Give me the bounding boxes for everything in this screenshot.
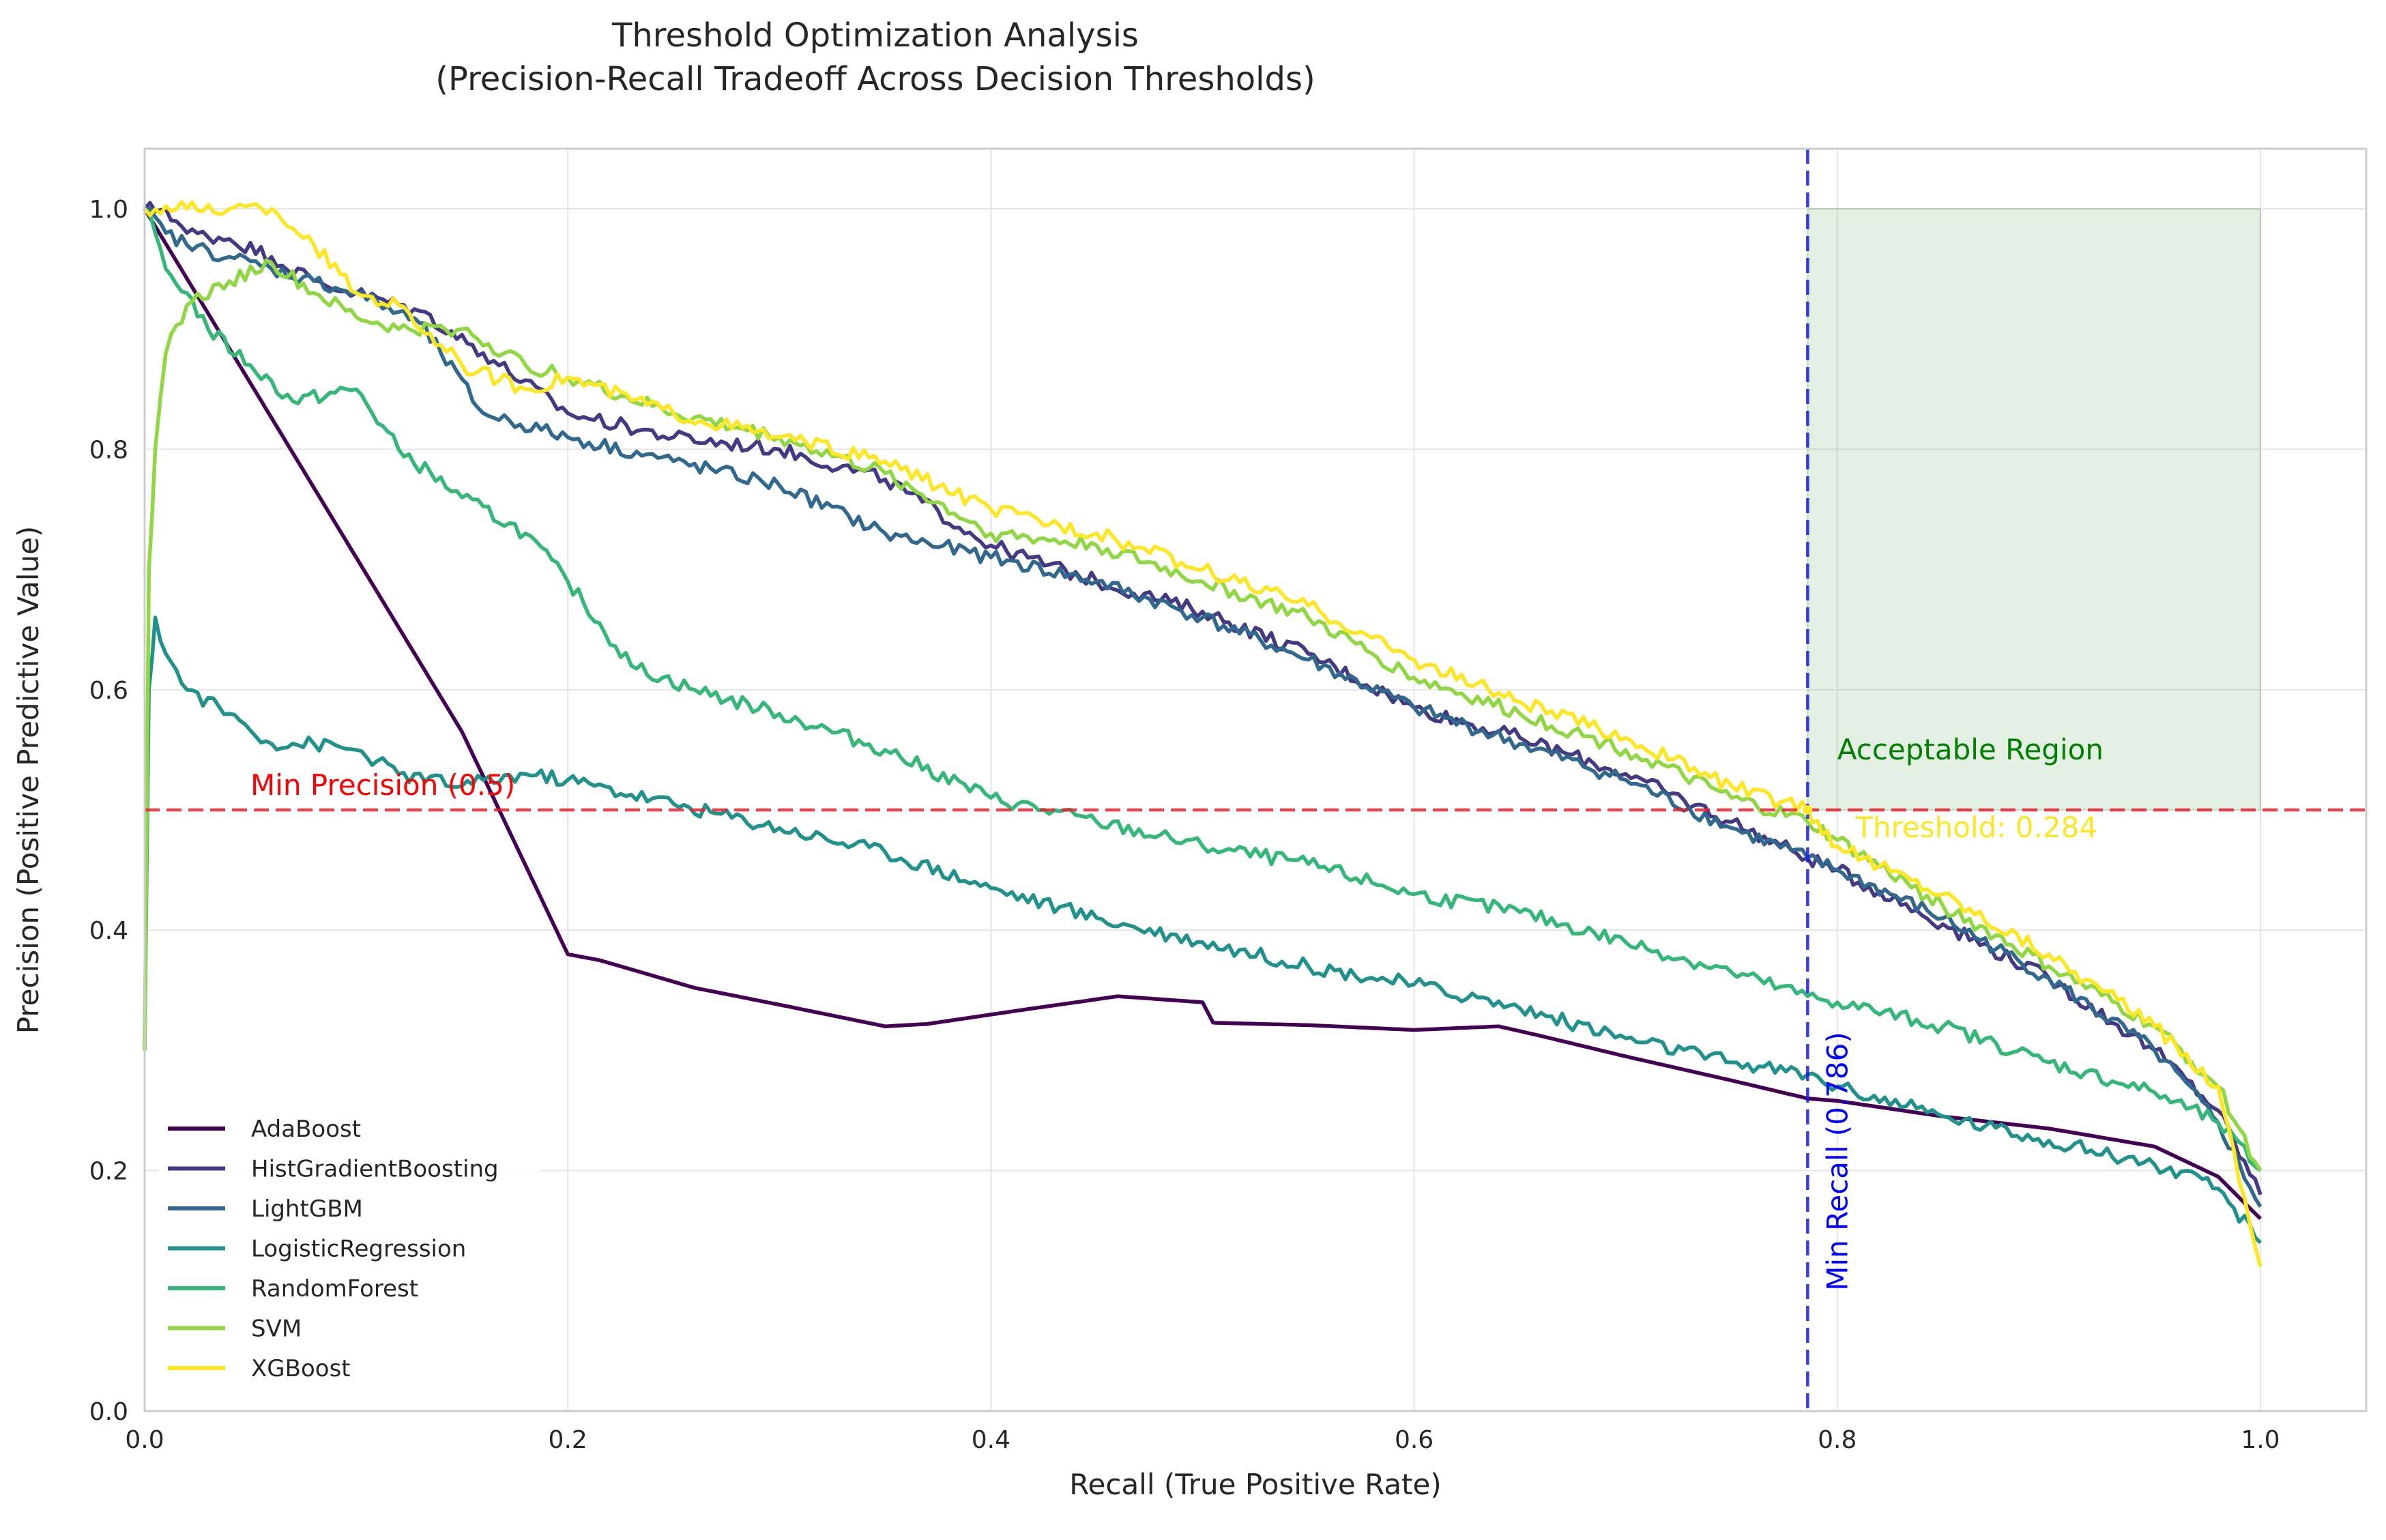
y-tick-label-5: 1.0 bbox=[89, 196, 128, 224]
min-recall-label: Min Recall (0.786) bbox=[1820, 1032, 1854, 1291]
y-tick-label-3: 0.6 bbox=[89, 677, 128, 705]
series-line-logisticregression bbox=[143, 615, 2262, 1245]
x-tick-label-3: 0.6 bbox=[1395, 1426, 1434, 1454]
y-axis-label: Precision (Positive Predictive Value) bbox=[12, 526, 45, 1034]
x-axis-label: Recall (True Positive Rate) bbox=[1069, 1468, 1442, 1501]
chart-subtitle: (Precision-Recall Tradeoff Across Decisi… bbox=[435, 60, 1315, 98]
series-line-svm bbox=[143, 258, 2263, 1172]
series-layer bbox=[143, 200, 2263, 1268]
x-tick-label-4: 0.8 bbox=[1818, 1426, 1857, 1454]
legend-label-logisticregression: LogisticRegression bbox=[251, 1236, 466, 1263]
x-tick-label-0: 0.0 bbox=[125, 1426, 164, 1454]
reference-lines-layer bbox=[145, 149, 2366, 1411]
threshold-marker bbox=[1803, 805, 1813, 815]
legend-label-svm: SVM bbox=[251, 1316, 302, 1343]
min-precision-label: Min Precision (0.5) bbox=[250, 768, 515, 802]
series-line-randomforest bbox=[143, 207, 2262, 1172]
plot-frame bbox=[143, 147, 2368, 1412]
legend-label-lightgbm: LightGBM bbox=[251, 1195, 363, 1223]
series-line-histgradientboosting bbox=[143, 201, 2263, 1195]
acceptable-region-layer bbox=[1807, 208, 2261, 811]
threshold-label: Threshold: 0.284 bbox=[1854, 811, 2097, 844]
legend-label-histgradientboosting: HistGradientBoosting bbox=[251, 1156, 499, 1183]
series-line-xgboost bbox=[143, 200, 2263, 1268]
series-line-lightgbm bbox=[144, 206, 2263, 1208]
legend-label-adaboost: AdaBoost bbox=[251, 1116, 361, 1143]
y-tick-label-0: 0.0 bbox=[89, 1398, 128, 1426]
x-axis-ticks: 0.0 0.2 0.4 0.6 0.8 1.0 bbox=[125, 1426, 2280, 1454]
acceptable-region-label: Acceptable Region bbox=[1837, 733, 2104, 766]
y-tick-label-4: 0.8 bbox=[89, 436, 128, 464]
y-axis-ticks: 0.0 0.2 0.4 0.6 0.8 1.0 bbox=[89, 196, 128, 1426]
series-line-adaboost bbox=[143, 207, 2262, 1221]
y-tick-label-1: 0.2 bbox=[89, 1158, 128, 1186]
x-tick-label-2: 0.4 bbox=[972, 1426, 1010, 1454]
chart-title: Threshold Optimization Analysis bbox=[611, 16, 1139, 55]
acceptable-region bbox=[1807, 208, 2261, 811]
x-tick-label-1: 0.2 bbox=[549, 1426, 587, 1454]
legend-label-xgboost: XGBoost bbox=[251, 1355, 351, 1382]
legend: AdaBoost HistGradientBoosting LightGBM Logi… bbox=[158, 1099, 540, 1386]
x-tick-label-5: 1.0 bbox=[2241, 1426, 2280, 1454]
legend-box bbox=[158, 1099, 540, 1386]
y-tick-label-2: 0.4 bbox=[89, 917, 128, 945]
legend-label-randomforest: RandomForest bbox=[251, 1275, 418, 1303]
